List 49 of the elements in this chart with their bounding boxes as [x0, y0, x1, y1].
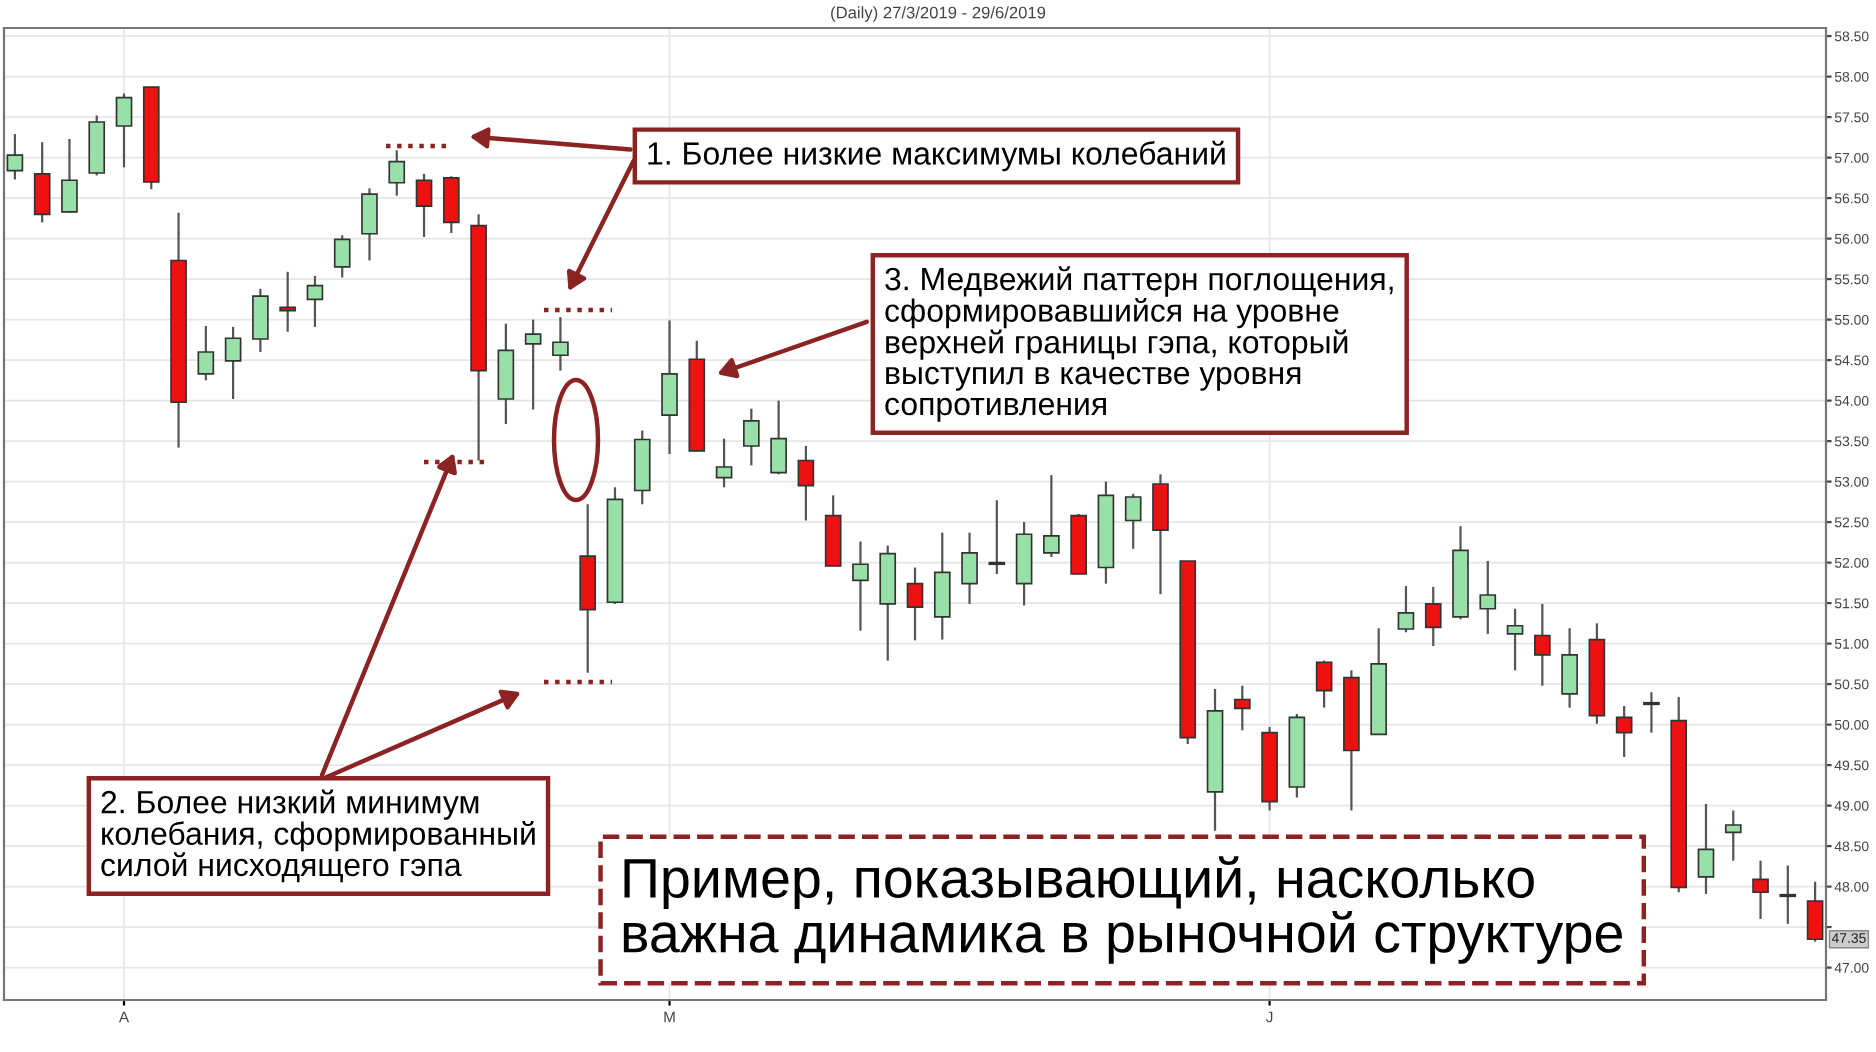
- candlestick: [1479, 559, 1497, 635]
- candlestick: [306, 274, 324, 328]
- candlestick: [770, 399, 787, 476]
- candlestick: [279, 270, 297, 333]
- candlestick: [988, 499, 1006, 576]
- annotation: 2. Более низкий минимум колебания, сформированный силой нисходящего гэпа: [101, 789, 535, 883]
- candlestick: [552, 316, 569, 372]
- candlestick: [661, 319, 678, 456]
- candlestick: [797, 444, 815, 522]
- candlestick: [1697, 802, 1715, 895]
- candlestick: [6, 133, 24, 181]
- candlestick: [442, 175, 460, 235]
- annotation: 3. Медвежий паттерн поглощения, сформировавшийся на уровне верхней границы гэпа, который выступил в качестве уровня сопротивления: [885, 266, 1393, 422]
- candlestick: [1615, 704, 1633, 759]
- candlestick: [33, 141, 51, 224]
- candlestick: [61, 137, 78, 214]
- candlestick: [333, 234, 351, 279]
- candlestick: [1533, 602, 1551, 687]
- candlestick: [252, 287, 269, 354]
- candlestick: [1043, 474, 1060, 559]
- candlestick: [933, 531, 951, 641]
- candlestick: [743, 407, 760, 467]
- candlestick: [388, 149, 406, 197]
- candlestick: [415, 172, 433, 239]
- candlestick: [524, 318, 542, 411]
- candlestick: [715, 437, 733, 489]
- candlestick: [906, 566, 924, 642]
- candlestick: [224, 325, 242, 401]
- candlestick: [1124, 492, 1142, 550]
- candlestick: [1506, 607, 1524, 672]
- annotation: 1. Более низкие максимумы колебаний: [648, 140, 1225, 172]
- candlestick: [1397, 584, 1415, 634]
- annotation: Пример, показывающий, насколько важна динамика в рыночной структуре: [623, 856, 1622, 964]
- candlestick: [1152, 473, 1169, 596]
- candlestick: [1643, 691, 1660, 734]
- candlestick: [197, 324, 215, 382]
- candlestick: [1424, 585, 1442, 648]
- candlestick: [361, 187, 378, 262]
- candlestick: [1233, 684, 1251, 732]
- candlestick: [1561, 627, 1578, 709]
- candlestick: [1806, 880, 1824, 943]
- candlestick: [1315, 659, 1333, 709]
- candlestick: [852, 540, 869, 632]
- candlestick: [961, 531, 978, 606]
- candlestick: [115, 92, 133, 169]
- candlestick: [1779, 864, 1797, 925]
- candlestick: [1724, 809, 1742, 862]
- chart-title: (Daily) 27/3/2019 - 29/6/2019: [831, 6, 1046, 22]
- candlestick: [1752, 859, 1769, 921]
